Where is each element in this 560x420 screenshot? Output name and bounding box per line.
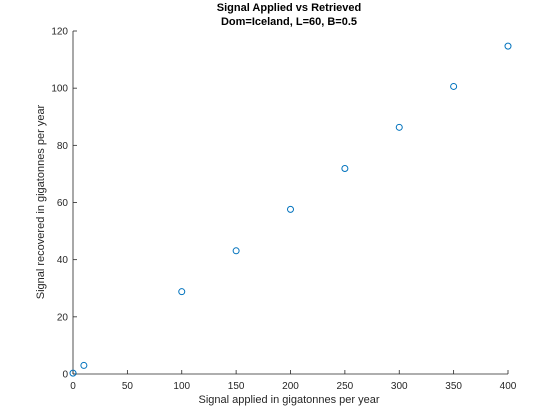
x-tick-label: 250 (337, 381, 354, 392)
x-tick-label: 0 (70, 381, 76, 392)
x-tick-label: 100 (173, 381, 190, 392)
chart-title: Signal Applied vs Retrieved (217, 2, 361, 14)
x-axis-label: Signal applied in gigatonnes per year (198, 394, 379, 406)
data-point (341, 164, 349, 172)
data-point (450, 82, 458, 90)
x-tick-label: 350 (445, 381, 462, 392)
y-axis-label: Signal recovered in gigatonnes per year (35, 104, 47, 299)
chart-subtitle: Dom=Iceland, L=60, B=0.5 (221, 16, 357, 28)
y-tick-label: 100 (51, 84, 68, 95)
x-tick-label: 400 (500, 381, 517, 392)
y-tick-label: 60 (57, 198, 69, 209)
plot-area (73, 31, 508, 374)
data-point (232, 247, 240, 255)
x-tick-label: 300 (391, 381, 408, 392)
x-tick-label: 200 (282, 381, 299, 392)
y-tick-label: 80 (57, 141, 69, 152)
x-axis-ticks: 0 50 100 150 200 250 300 350 400 (70, 370, 517, 392)
data-point (504, 42, 512, 50)
data-point (287, 205, 294, 213)
y-tick-label: 120 (51, 27, 68, 38)
data-points (69, 42, 512, 377)
y-tick-label: 0 (62, 370, 68, 381)
y-axis-ticks: 0 20 40 60 80 100 120 (51, 27, 77, 381)
x-tick-label: 50 (122, 381, 134, 392)
y-tick-label: 40 (57, 255, 69, 266)
data-point (178, 288, 186, 296)
data-point (69, 369, 77, 377)
data-point (80, 361, 88, 369)
y-tick-label: 20 (57, 312, 69, 323)
x-tick-label: 150 (228, 381, 245, 392)
data-point (395, 123, 403, 131)
